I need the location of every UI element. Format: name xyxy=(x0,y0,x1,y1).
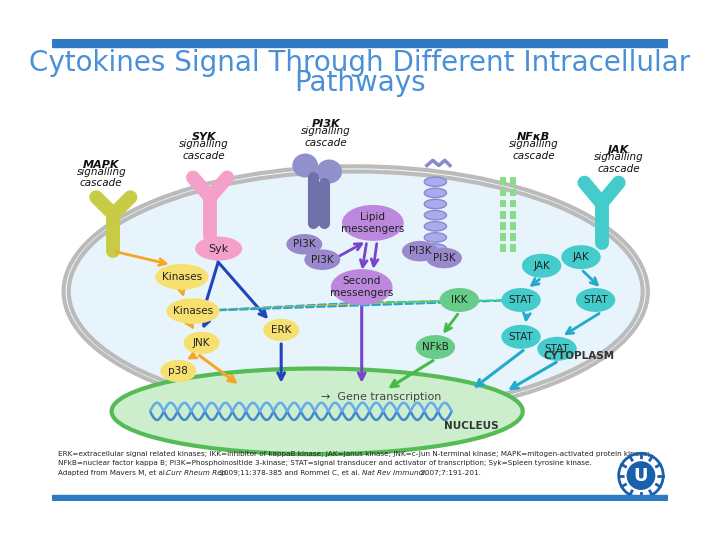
Bar xyxy=(510,222,516,230)
Ellipse shape xyxy=(440,288,479,312)
Text: →  Gene transcription: → Gene transcription xyxy=(321,392,441,402)
Bar xyxy=(52,39,668,48)
Ellipse shape xyxy=(424,188,446,198)
Text: JAK: JAK xyxy=(572,252,590,262)
Ellipse shape xyxy=(522,254,562,278)
Text: ERK: ERK xyxy=(271,325,292,335)
Bar xyxy=(510,188,516,197)
Ellipse shape xyxy=(156,264,208,289)
Ellipse shape xyxy=(426,248,462,268)
Text: PI3K: PI3K xyxy=(311,255,333,265)
Ellipse shape xyxy=(402,241,438,261)
Bar xyxy=(510,233,516,241)
Ellipse shape xyxy=(424,244,446,253)
Text: signalling
cascade: signalling cascade xyxy=(509,139,559,161)
Text: STAT: STAT xyxy=(508,332,534,342)
Ellipse shape xyxy=(161,360,197,382)
Text: PI3K: PI3K xyxy=(433,253,455,263)
Bar xyxy=(500,178,506,185)
Text: PI3K: PI3K xyxy=(409,246,431,256)
Text: Curr Rheum Rep.: Curr Rheum Rep. xyxy=(166,470,229,476)
Text: Pathways: Pathways xyxy=(294,69,426,97)
Text: PI3K: PI3K xyxy=(312,119,340,130)
Bar xyxy=(510,178,516,185)
Text: Second
messengers: Second messengers xyxy=(330,276,393,298)
Bar xyxy=(500,188,506,197)
Ellipse shape xyxy=(562,245,600,269)
Text: p38: p38 xyxy=(168,366,189,376)
Text: Kinases: Kinases xyxy=(173,306,213,316)
Ellipse shape xyxy=(292,153,318,178)
Text: JNK: JNK xyxy=(193,338,210,348)
Ellipse shape xyxy=(184,332,220,354)
Ellipse shape xyxy=(342,205,404,241)
Text: IKK: IKK xyxy=(451,295,467,305)
Text: CYTOPLASM: CYTOPLASM xyxy=(544,350,615,361)
Ellipse shape xyxy=(316,159,342,184)
Text: Nat Rev Immunol.: Nat Rev Immunol. xyxy=(361,470,427,476)
Ellipse shape xyxy=(424,177,446,186)
Text: NFkB: NFkB xyxy=(422,342,449,352)
Bar xyxy=(500,222,506,230)
Bar xyxy=(510,200,516,207)
Text: Cytokines Signal Through Different Intracellular: Cytokines Signal Through Different Intra… xyxy=(30,49,690,77)
Ellipse shape xyxy=(424,233,446,242)
Ellipse shape xyxy=(287,234,323,254)
Text: NFkB=nuclear factor kappa B; PI3K=Phosphoinositide 3-kinase; STAT=signal transdu: NFkB=nuclear factor kappa B; PI3K=Phosph… xyxy=(58,460,593,466)
Ellipse shape xyxy=(424,221,446,231)
Text: PI3K: PI3K xyxy=(293,239,315,249)
Text: signalling
cascade: signalling cascade xyxy=(301,126,351,148)
Ellipse shape xyxy=(305,249,341,270)
Bar xyxy=(500,200,506,207)
Text: JAK: JAK xyxy=(608,145,629,155)
Ellipse shape xyxy=(195,237,242,261)
Text: JAK: JAK xyxy=(534,261,550,271)
Ellipse shape xyxy=(264,319,300,341)
Text: STAT: STAT xyxy=(508,295,534,305)
Text: MAPK: MAPK xyxy=(83,160,120,171)
Ellipse shape xyxy=(331,269,392,305)
Text: Adapted from Mavers M, et al.: Adapted from Mavers M, et al. xyxy=(58,470,170,476)
Ellipse shape xyxy=(424,199,446,209)
Text: SYK: SYK xyxy=(192,132,217,142)
Text: Lipid
messengers: Lipid messengers xyxy=(341,212,405,234)
Text: STAT: STAT xyxy=(544,344,570,354)
Text: ERK=extracellular signal related kinases; IKK=inhibitor of kappaB kinase; JAK=Ja: ERK=extracellular signal related kinases… xyxy=(58,451,650,457)
Bar xyxy=(500,244,506,252)
Text: 2009;11:378-385 and Rommel C, et al.: 2009;11:378-385 and Rommel C, et al. xyxy=(217,470,362,476)
Ellipse shape xyxy=(501,288,541,312)
Ellipse shape xyxy=(415,335,455,359)
Text: STAT: STAT xyxy=(583,295,608,305)
Ellipse shape xyxy=(112,368,523,454)
Text: signalling
cascade: signalling cascade xyxy=(594,152,644,174)
Bar xyxy=(510,244,516,252)
Bar xyxy=(510,211,516,219)
Text: signalling
cascade: signalling cascade xyxy=(179,139,229,161)
Text: signalling
cascade: signalling cascade xyxy=(76,167,126,188)
Bar xyxy=(52,495,668,501)
Text: U: U xyxy=(634,467,648,484)
Text: Syk: Syk xyxy=(209,244,229,254)
Circle shape xyxy=(626,460,657,491)
Bar xyxy=(500,211,506,219)
Text: 2007;7:191-201.: 2007;7:191-201. xyxy=(418,470,481,476)
Ellipse shape xyxy=(424,211,446,220)
Ellipse shape xyxy=(68,172,643,411)
Bar xyxy=(500,233,506,241)
Text: NUCLEUS: NUCLEUS xyxy=(444,421,499,431)
Text: Kinases: Kinases xyxy=(162,272,202,282)
Ellipse shape xyxy=(537,337,577,361)
Ellipse shape xyxy=(166,298,220,324)
Text: NFκB: NFκB xyxy=(517,132,551,142)
Ellipse shape xyxy=(501,325,541,349)
Ellipse shape xyxy=(576,288,616,312)
